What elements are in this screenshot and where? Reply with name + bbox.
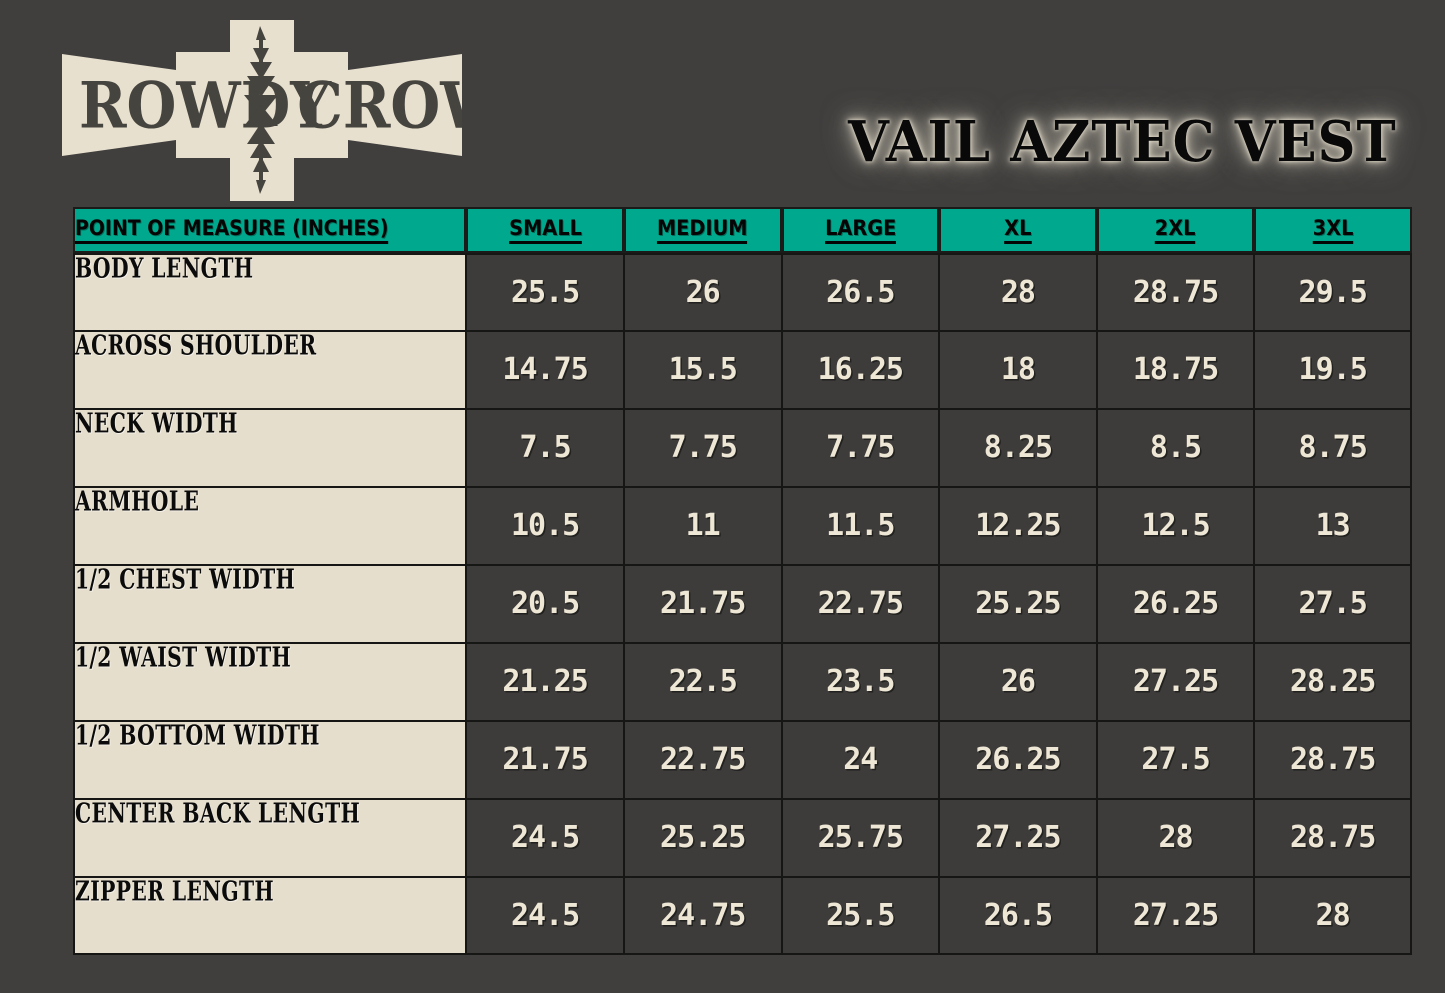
measure-value: 28	[1254, 877, 1412, 955]
table-header: POINT OF MEASURE (INCHES) SMALL MEDIUM L…	[73, 207, 1412, 253]
measure-value: 7.75	[623, 409, 782, 487]
measure-value: 11.5	[781, 487, 940, 565]
row-label: BODY LENGTH	[73, 253, 467, 331]
measure-value: 26.25	[1096, 565, 1255, 643]
measure-value: 27.5	[1096, 721, 1255, 799]
row-label: CENTER BACK LENGTH	[73, 799, 467, 877]
measure-value: 7.75	[781, 409, 940, 487]
measure-value: 21.75	[466, 721, 624, 799]
measure-value: 24.5	[466, 799, 624, 877]
measure-value: 13	[1254, 487, 1412, 565]
measure-value: 26.5	[781, 253, 940, 331]
table-row: 1/2 WAIST WIDTH 21.25 22.5 23.5 26 27.25…	[73, 643, 1412, 721]
row-label: 1/2 BOTTOM WIDTH	[73, 721, 467, 799]
column-header-xl: XL	[939, 207, 1097, 253]
measure-value: 12.25	[939, 487, 1097, 565]
measure-value: 8.5	[1096, 409, 1255, 487]
table-body: BODY LENGTH 25.5 26 26.5 28 28.75 29.5 A…	[73, 253, 1412, 955]
measure-value: 28.75	[1254, 721, 1412, 799]
measure-value: 8.25	[939, 409, 1097, 487]
measure-value: 26	[623, 253, 782, 331]
measure-value: 20.5	[466, 565, 624, 643]
measure-value: 27.5	[1254, 565, 1412, 643]
row-label: ARMHOLE	[73, 487, 467, 565]
measure-value: 12.5	[1096, 487, 1255, 565]
table-header-row: POINT OF MEASURE (INCHES) SMALL MEDIUM L…	[73, 207, 1412, 253]
table-row: ZIPPER LENGTH 24.5 24.75 25.5 26.5 27.25…	[73, 877, 1412, 955]
size-chart-table: POINT OF MEASURE (INCHES) SMALL MEDIUM L…	[73, 207, 1412, 955]
table-row: BODY LENGTH 25.5 26 26.5 28 28.75 29.5	[73, 253, 1412, 331]
measure-value: 15.5	[623, 331, 782, 409]
header-area: ROWDY CROWD VAIL AZTEC V	[0, 0, 1445, 208]
measure-value: 24.5	[466, 877, 624, 955]
column-header-large: LARGE	[781, 207, 940, 253]
table-row: NECK WIDTH 7.5 7.75 7.75 8.25 8.5 8.75	[73, 409, 1412, 487]
measure-value: 28	[939, 253, 1097, 331]
measure-value: 28.75	[1254, 799, 1412, 877]
measure-value: 24	[781, 721, 940, 799]
svg-text:CROWD: CROWD	[297, 69, 462, 144]
measure-value: 25.25	[939, 565, 1097, 643]
measure-value: 27.25	[1096, 877, 1255, 955]
measure-value: 21.25	[466, 643, 624, 721]
row-label: 1/2 WAIST WIDTH	[73, 643, 467, 721]
rowdy-crowd-logo: ROWDY CROWD	[62, 18, 462, 203]
measure-value: 25.25	[623, 799, 782, 877]
column-header-3xl: 3XL	[1254, 207, 1412, 253]
measure-value: 27.25	[939, 799, 1097, 877]
measure-value: 22.75	[623, 721, 782, 799]
measure-value: 26.5	[939, 877, 1097, 955]
table-row: 1/2 CHEST WIDTH 20.5 21.75 22.75 25.25 2…	[73, 565, 1412, 643]
measure-value: 16.25	[781, 331, 940, 409]
page-title: VAIL AZTEC VEST	[848, 109, 1397, 175]
measure-value: 21.75	[623, 565, 782, 643]
row-label: 1/2 CHEST WIDTH	[73, 565, 467, 643]
measure-value: 10.5	[466, 487, 624, 565]
column-header-point-of-measure: POINT OF MEASURE (INCHES)	[73, 207, 467, 253]
table-row: ARMHOLE 10.5 11 11.5 12.25 12.5 13	[73, 487, 1412, 565]
measure-value: 25.5	[466, 253, 624, 331]
table-row: 1/2 BOTTOM WIDTH 21.75 22.75 24 26.25 27…	[73, 721, 1412, 799]
measure-value: 25.75	[781, 799, 940, 877]
measure-value: 7.5	[466, 409, 624, 487]
measure-value: 26.25	[939, 721, 1097, 799]
measure-value: 28.75	[1096, 253, 1255, 331]
measure-value: 14.75	[466, 331, 624, 409]
column-header-2xl: 2XL	[1096, 207, 1255, 253]
measure-value: 11	[623, 487, 782, 565]
measure-value: 28.25	[1254, 643, 1412, 721]
aztec-arrow-totem-icon	[244, 26, 278, 194]
measure-value: 8.75	[1254, 409, 1412, 487]
measure-value: 22.75	[781, 565, 940, 643]
measure-value: 28	[1096, 799, 1255, 877]
measure-value: 25.5	[781, 877, 940, 955]
measure-value: 19.5	[1254, 331, 1412, 409]
measure-value: 23.5	[781, 643, 940, 721]
column-header-small: SMALL	[466, 207, 624, 253]
column-header-medium: MEDIUM	[623, 207, 782, 253]
measure-value: 27.25	[1096, 643, 1255, 721]
table-row: CENTER BACK LENGTH 24.5 25.25 25.75 27.2…	[73, 799, 1412, 877]
table-row: ACROSS SHOULDER 14.75 15.5 16.25 18 18.7…	[73, 331, 1412, 409]
measure-value: 24.75	[623, 877, 782, 955]
row-label: ACROSS SHOULDER	[73, 331, 467, 409]
rowdy-crowd-cross-badge-icon: ROWDY CROWD	[62, 20, 462, 201]
svg-text:ROWDY: ROWDY	[79, 69, 332, 144]
measure-value: 29.5	[1254, 253, 1412, 331]
measure-value: 18.75	[1096, 331, 1255, 409]
measure-value: 26	[939, 643, 1097, 721]
row-label: ZIPPER LENGTH	[73, 877, 467, 955]
row-label: NECK WIDTH	[73, 409, 467, 487]
measure-value: 22.5	[623, 643, 782, 721]
measure-value: 18	[939, 331, 1097, 409]
